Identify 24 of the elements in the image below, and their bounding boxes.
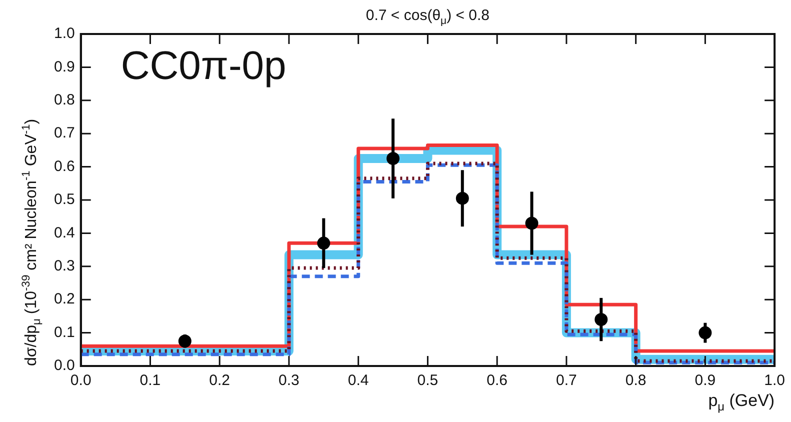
y-tick-label: 0.9 <box>54 58 75 76</box>
y-tick-label: 0.7 <box>54 124 75 142</box>
annotation: CC0π-0p <box>120 44 286 88</box>
x-tick-label: 0.4 <box>348 372 369 390</box>
y-tick-label: 0.4 <box>54 224 75 242</box>
y-tick-label: 0.2 <box>54 290 75 308</box>
text: dσ/dpμ (10-39 cm² Nucleon-1 GeV-1) <box>20 118 43 366</box>
x-tick-label: 1.0 <box>764 372 786 390</box>
x-tick-label: 0.0 <box>70 372 92 390</box>
x-tick-label: 0.9 <box>694 372 716 390</box>
x-tick-label: 0.1 <box>140 372 161 390</box>
x-tick-label: 0.6 <box>486 372 508 390</box>
x-tick-label: 0.5 <box>417 372 438 390</box>
y-tick-label: 0.5 <box>54 191 75 208</box>
y-tick-label: 0.6 <box>54 158 75 175</box>
y-tick-label: 0.3 <box>54 258 75 275</box>
x-tick-label: 0.7 <box>556 372 577 390</box>
x-tick-label: 0.2 <box>209 372 230 390</box>
x-tick-label: 0.3 <box>278 372 300 390</box>
y-tick-label: 0.8 <box>54 92 75 109</box>
y-tick-label: 0.1 <box>54 324 75 341</box>
y-tick-label: 1.0 <box>54 25 75 42</box>
y-tick-label: 0.0 <box>54 357 75 374</box>
x-tick-label: 0.8 <box>625 372 646 390</box>
